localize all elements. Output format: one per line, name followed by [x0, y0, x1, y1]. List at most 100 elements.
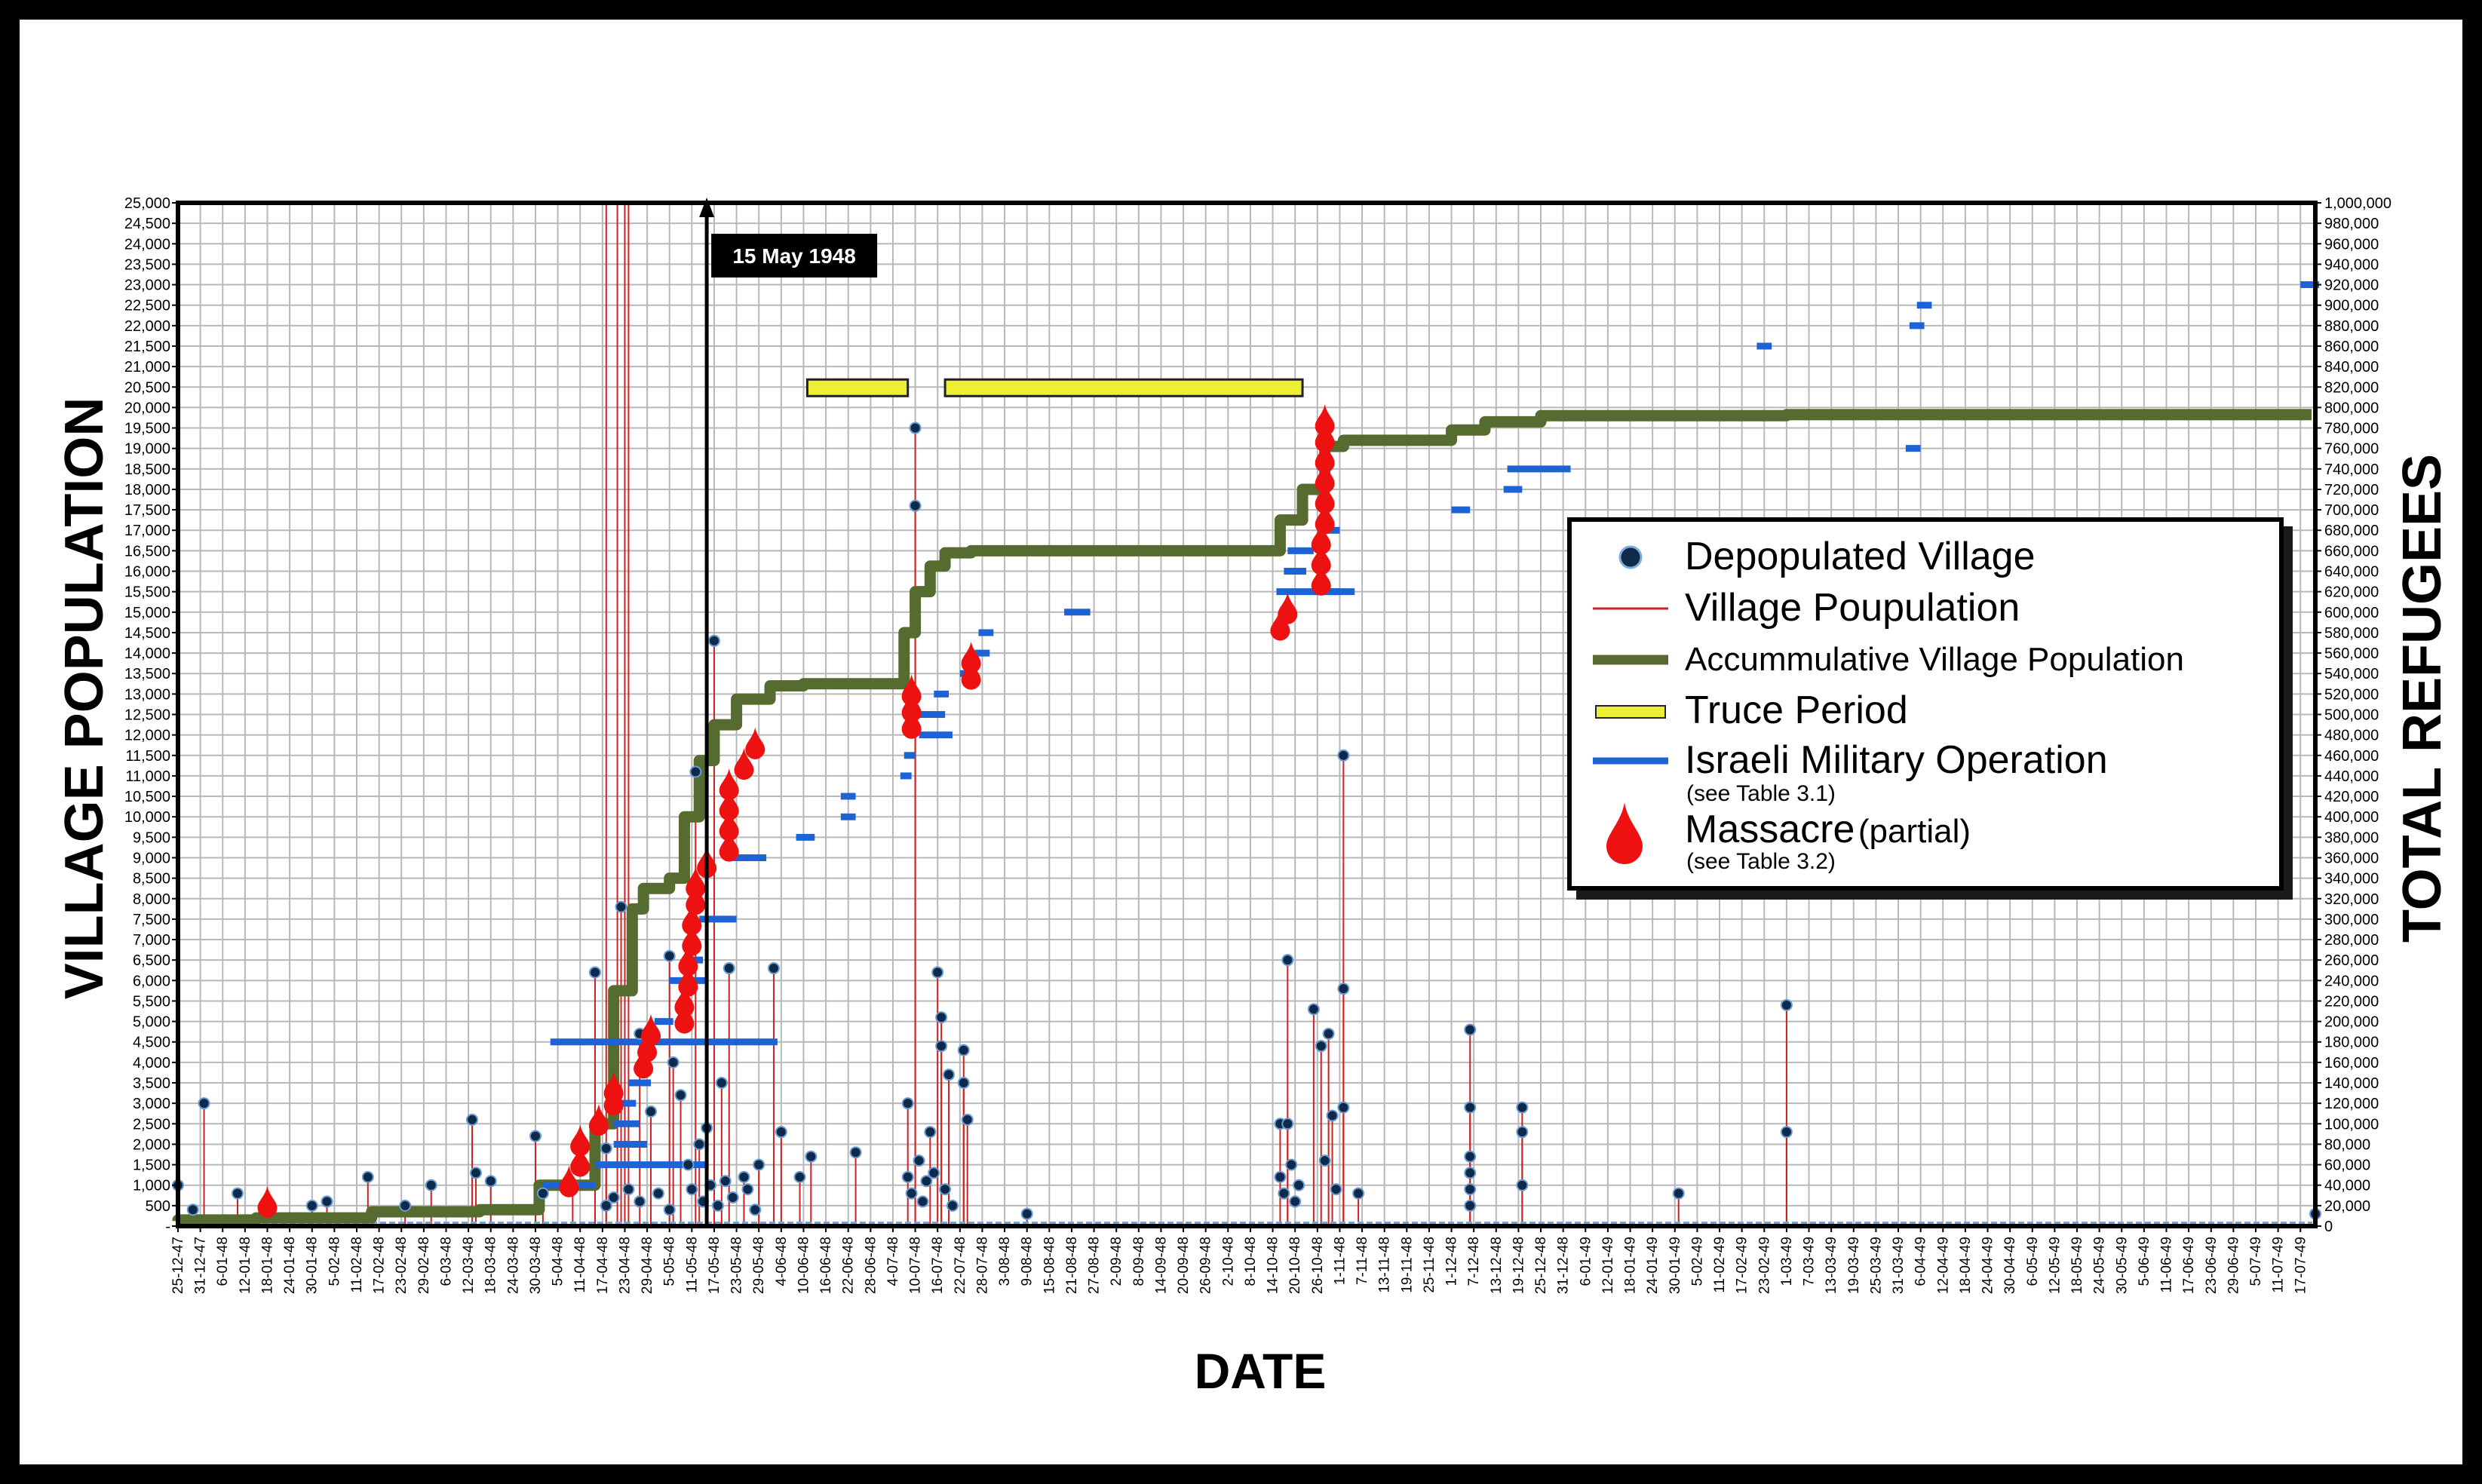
x-tick-label: 21-08-48	[1064, 1237, 1080, 1294]
village-dot	[484, 1175, 497, 1188]
y2-tick-label: 620,000	[2324, 584, 2379, 601]
y2-tick-labels: 0 20,000 40,000 60,000 80,000 100,000 120,000 1…	[2315, 195, 2391, 1235]
x-tick-label: 24-01-49	[1645, 1237, 1661, 1294]
x-tick-label: 23-02-49	[1756, 1237, 1772, 1294]
x-tick-label: 20-10-48	[1287, 1237, 1303, 1294]
x-tick-label: 12-04-49	[1935, 1237, 1951, 1294]
legend-label-operation: Israeli Military Operation	[1685, 738, 2108, 782]
x-tick-label: 29-05-48	[751, 1237, 767, 1294]
village-dot	[1672, 1187, 1685, 1200]
massacre-drop	[682, 903, 702, 936]
y2-tick-label: 860,000	[2324, 339, 2379, 355]
massacre-drop	[674, 985, 695, 1017]
village-dot	[607, 1191, 620, 1204]
x-tick-label: 23-06-49	[2204, 1237, 2220, 1294]
x-tick-label: 20-09-48	[1176, 1237, 1192, 1294]
legend-note-operation: (see Table 3.1)	[1686, 781, 1836, 806]
massacre-drop	[1311, 523, 1331, 555]
truce-periods	[805, 378, 1304, 397]
village-dot	[1464, 1101, 1477, 1114]
village-dot	[723, 962, 735, 975]
y2-tick-label: 280,000	[2324, 932, 2379, 949]
village-dot	[711, 1199, 724, 1212]
y-tick-label: 12,000	[124, 728, 170, 744]
y2-tick-label: 640,000	[2324, 564, 2379, 581]
x-tick-label: 16-07-48	[930, 1237, 946, 1294]
blood-drop-icon	[1606, 802, 1643, 864]
massacre-drop	[1315, 420, 1335, 452]
green-line-icon	[1593, 655, 1668, 665]
village-dot	[715, 1077, 728, 1090]
y2-tick-label: 560,000	[2324, 645, 2379, 662]
massacre-drop	[682, 924, 702, 956]
y2-tick-label: 360,000	[2324, 850, 2379, 866]
massacre-drop	[719, 768, 739, 801]
legend-note-massacre: (see Table 3.2)	[1686, 849, 1836, 874]
x-tick-label: 5-06-49	[2137, 1237, 2152, 1286]
massacre-drop	[641, 1013, 661, 1046]
y-tick-label: 9,500	[133, 829, 170, 846]
y-tick-label: 1,000	[133, 1178, 170, 1194]
village-dot	[186, 1203, 199, 1216]
x-tick-labels: 25-12-47 31-12-47 6-01-48 12-01-48 18-01-48 2…	[170, 1226, 2309, 1294]
y-tick-label: 9,000	[133, 850, 170, 866]
massacre-drop	[1315, 461, 1335, 494]
y-tick-label: 3,500	[133, 1075, 170, 1092]
x-tick-label: 24-04-49	[1980, 1237, 1996, 1294]
y2-tick-label: 580,000	[2324, 625, 2379, 642]
village-dot	[943, 1069, 956, 1081]
village-dot	[1337, 749, 1350, 762]
village-dot	[1464, 1199, 1477, 1212]
x-tick-label: 30-01-48	[305, 1237, 321, 1294]
x-tick-label: 24-01-48	[282, 1237, 298, 1294]
x-tick-label: 31-03-49	[1891, 1237, 1907, 1294]
village-dot	[1289, 1195, 1302, 1208]
x-tick-label: 28-06-48	[863, 1237, 879, 1294]
y2-tick-label: 720,000	[2324, 482, 2379, 498]
y2-tick-label: 1,000,000	[2324, 195, 2391, 212]
village-dot	[667, 1056, 680, 1069]
village-dot	[682, 1158, 695, 1171]
y2-tick-label: 440,000	[2324, 768, 2379, 785]
y2-tick-label: 220,000	[2324, 993, 2379, 1010]
x-tick-label: 23-05-48	[729, 1237, 745, 1294]
yellow-bar-icon	[1595, 705, 1666, 719]
y-tick-label: 17,000	[124, 523, 170, 539]
y2-tick-label: 480,000	[2324, 728, 2379, 744]
x-tick-label: 11-02-48	[349, 1237, 365, 1293]
x-tick-label: 30-03-48	[528, 1237, 544, 1294]
y2-tick-label: 20,000	[2324, 1198, 2370, 1215]
x-tick-label: 26-10-48	[1310, 1237, 1326, 1294]
y-tick-label: 16,500	[124, 543, 170, 560]
massacre-drop	[686, 883, 706, 915]
x-tick-label: 23-04-48	[617, 1237, 633, 1294]
village-dot	[634, 1195, 646, 1208]
massacre-drop	[1315, 502, 1335, 535]
village-dot	[1281, 954, 1294, 967]
x-tick-label: 10-06-48	[796, 1237, 811, 1294]
massacre-drop	[559, 1165, 579, 1197]
y-tick-label: 18,000	[124, 482, 170, 498]
village-dot	[652, 1187, 664, 1200]
village-dot	[1464, 1167, 1477, 1179]
y-tick-label: 14,500	[124, 625, 170, 642]
village-dot	[946, 1199, 959, 1212]
y2-tick-label: 60,000	[2324, 1157, 2370, 1174]
y-tick-label: 16,000	[124, 564, 170, 581]
village-dot	[1322, 1027, 1335, 1040]
village-dot	[924, 1126, 937, 1139]
village-dot	[749, 1203, 762, 1216]
y-tick-label: 6,000	[133, 973, 170, 989]
y-tick-label: 11,000	[125, 768, 170, 785]
x-tick-label: 17-02-48	[372, 1237, 388, 1294]
y-tick-label: 24,500	[124, 216, 170, 232]
village-dot	[939, 1183, 952, 1196]
y2-tick-label: 200,000	[2324, 1014, 2379, 1031]
x-tick-label: 7-11-48	[1355, 1237, 1370, 1285]
village-dot	[913, 1154, 925, 1167]
dot-icon	[1618, 545, 1643, 569]
village-dot	[1307, 1003, 1320, 1016]
village-dot	[849, 1146, 862, 1159]
village-dot	[469, 1167, 482, 1179]
y-tick-label: 5,000	[133, 1014, 170, 1031]
